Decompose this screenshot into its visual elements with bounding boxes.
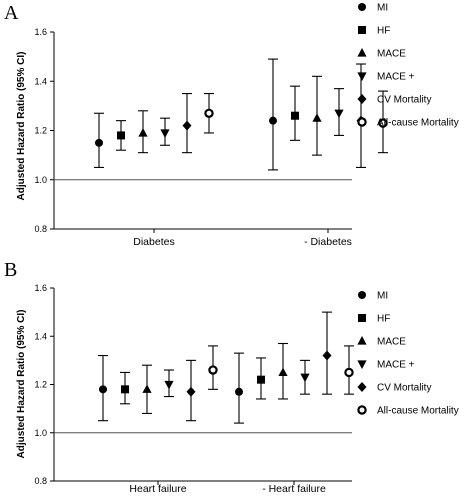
panel-b-legend-hf-marker (358, 314, 366, 322)
panel-b-cv-mortality-heart-failure-point (186, 386, 196, 397)
panel-b-y-ticks: 0.8 1.0 1.2 1.4 1.6 (34, 283, 54, 486)
panel-a-mace-diabetes-point (312, 113, 322, 122)
panel-b-category-label: - Heart failure (262, 483, 326, 495)
panel-a-y-ticks: 0.8 1.0 1.2 1.4 1.6 (34, 27, 54, 234)
panel-a-legend-mace-marker (357, 72, 367, 81)
panel-b-y-tick-label: 1.4 (34, 331, 47, 341)
panel-a-legend-all-cause-mortality-marker (357, 117, 367, 127)
panel-b-legend-mace-marker (357, 360, 367, 369)
panel-a-legend-all-cause-mortality-label: All-cause Mortality (377, 118, 459, 129)
panel-a-mace-diabetes-point (138, 127, 148, 137)
panel-a-legend-mi-label: MI (377, 3, 388, 14)
panel-a-mace-diabetes-point (334, 109, 344, 119)
panel-b-legend-all-cause-mortality-marker (357, 405, 367, 415)
panel-b-legend-all-cause-mortality-label: All-cause Mortality (377, 406, 459, 417)
panel-a-legend-mace-label: MACE + (377, 72, 415, 83)
panel-a-legend: MI HF MACE MACE + CV Mortality All-cause Mort… (357, 3, 459, 129)
panel-a-legend-mi-marker (358, 3, 366, 11)
panel-a-y-tick-label: 0.8 (34, 224, 47, 234)
panel-a-legend-hf-label: HF (377, 26, 390, 37)
panel-a-category-label: - Diabetes (304, 236, 352, 248)
panel-a-y-tick-label: 1.2 (34, 126, 47, 136)
panel-a-hf-diabetes-point (291, 111, 299, 120)
panel-b-legend: MI HF MACE MACE + CV Mortality All-cause Mort… (357, 291, 459, 417)
panel-a-legend-cv-mortality-label: CV Mortality (377, 95, 431, 106)
panel-a-y-axis-title: Adjusted Hazard Ratio (95% CI) (16, 52, 27, 201)
panel-b-legend-hf-label: HF (377, 314, 390, 325)
panel-b-all-cause-mortality-heart-failure-point (344, 367, 354, 378)
panel-a-cv-mortality-diabetes-point (182, 120, 192, 131)
panel-b-category-label: Heart failure (129, 483, 186, 495)
panel-b-letter: B (4, 259, 17, 281)
panel-b-all-cause-mortality-heart-failure-point (208, 365, 218, 375)
panel-b-y-tick-label: 1.2 (34, 380, 47, 390)
panel-b-legend-mi-marker (358, 291, 366, 299)
panel-a-y-tick-label: 1.4 (34, 76, 47, 86)
panel-a-all-cause-mortality-diabetes-point (204, 108, 214, 118)
panel-b-legend-mace-label: MACE (377, 337, 406, 348)
panel-b-mace-heart-failure-point (278, 367, 288, 377)
panel-a-legend-mace-label: MACE (377, 49, 406, 60)
panel-a-all-cause-mortality-diabetes-point (378, 118, 388, 128)
panel-b-legend-mi-label: MI (377, 291, 388, 302)
panel-b-y-tick-label: 0.8 (34, 476, 47, 486)
panel-b-category-labels: Heart failure - Heart failure (129, 483, 326, 495)
panel-a-mace-diabetes-point (160, 129, 170, 138)
panel-b-mace-heart-failure-point (300, 373, 310, 383)
panel-a-data-marks (94, 58, 388, 171)
panel-a-category-label: Diabetes (133, 236, 174, 248)
panel-a-y-tick-label: 1.0 (34, 175, 47, 185)
panel-a-mi-diabetes-point (95, 138, 103, 147)
panel-b-y-tick-label: 1.0 (34, 428, 47, 438)
panel-a-mi-diabetes-point (269, 116, 277, 125)
panel-b-y-axis-title: Adjusted Hazard Ratio (95% CI) (16, 310, 27, 459)
panel-a-letter: A (4, 2, 19, 24)
panel-b-hf-heart-failure-point (257, 375, 265, 384)
panel-b-mi-heart-failure-point (235, 387, 243, 396)
panel-a-legend-hf-marker (358, 26, 366, 34)
panel-a-y-tick-label: 1.6 (34, 27, 47, 37)
panel-b-y-tick-label: 1.6 (34, 283, 47, 293)
panel-b-mace-heart-failure-point (164, 380, 174, 390)
panel-b-data-marks (98, 311, 354, 424)
panel-a-legend-mace-marker (357, 48, 367, 57)
panel-b-cv-mortality-heart-failure-point (322, 350, 332, 361)
panel-a-category-labels: Diabetes - Diabetes (133, 236, 352, 248)
panel-b-axes (53, 288, 352, 485)
panel-b-legend-mace-marker (357, 336, 367, 345)
panel-a-hf-diabetes-point (117, 131, 125, 140)
panel-b: B Adjusted Hazard Ratio (95% CI) 0.8 1.0 1… (4, 259, 459, 495)
panel-b-legend-mace-label: MACE + (377, 360, 415, 371)
panel-a: A Adjusted Hazard Ratio (95% CI) 0.8 1.0 1… (4, 2, 459, 248)
panel-b-legend-cv-mortality-marker (357, 382, 367, 392)
panel-b-legend-cv-mortality-label: CV Mortality (377, 383, 431, 394)
panel-b-mi-heart-failure-point (99, 385, 107, 394)
panel-b-hf-heart-failure-point (121, 385, 129, 394)
panel-a-legend-cv-mortality-marker (357, 94, 367, 104)
panel-b-mace-heart-failure-point (142, 384, 152, 393)
